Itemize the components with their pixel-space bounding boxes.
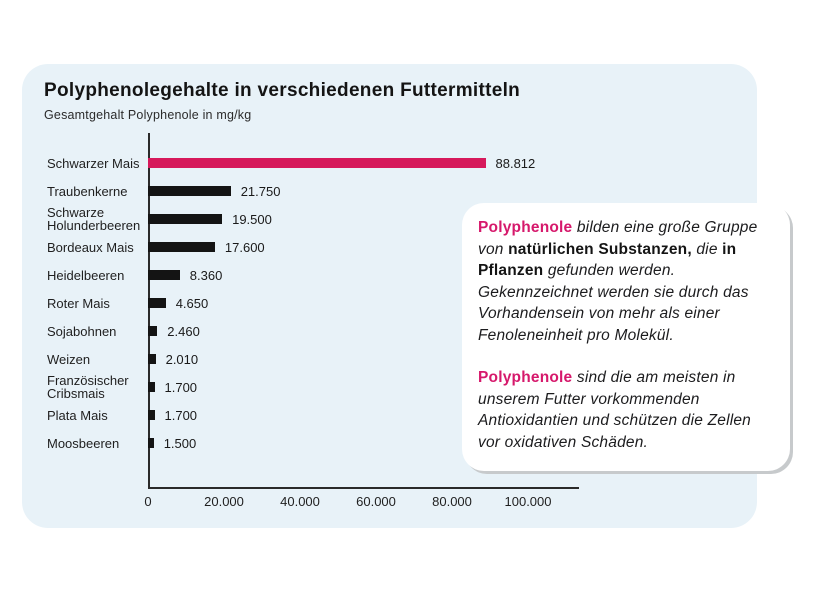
- text-segment-accent: Polyphenole: [478, 369, 573, 386]
- x-tick-label: 20.000: [204, 494, 244, 509]
- category-label: Sojabohnen: [47, 323, 117, 339]
- text-segment-italic: bilden eine große Gruppe von: [478, 219, 758, 258]
- bar-wrap: 88.812: [148, 149, 627, 177]
- value-label: 17.600: [224, 239, 265, 255]
- bar-wrap: 4.650: [148, 289, 627, 317]
- page-subtitle: Gesamtgehalt Polyphenole in mg/kg: [44, 108, 252, 122]
- x-tick-label: 0: [144, 494, 152, 509]
- value-label: 8.360: [189, 267, 223, 283]
- text-segment-italic: sind die am meisten in unserem Futter vo…: [478, 369, 751, 451]
- page-title: Polyphenolegehalte in verschiedenen Futt…: [44, 80, 521, 101]
- chart-row: Moosbeeren 1.500: [47, 429, 627, 457]
- chart-row: Schwarzer Mais 88.812: [47, 149, 627, 177]
- bar-wrap: 17.600: [148, 233, 627, 261]
- bar: [148, 270, 180, 280]
- text-segment-bold: natürlichen Substanzen,: [508, 240, 692, 258]
- bar-chart: Schwarzer Mais 88.812 Traubenkerne 21.750 Sc…: [47, 149, 627, 457]
- bar-wrap: 8.360: [148, 261, 627, 289]
- category-label: Moosbeeren: [47, 435, 120, 451]
- bar-wrap: 1.500: [148, 429, 627, 457]
- x-tick-label: 40.000: [280, 494, 320, 509]
- bar: [148, 186, 231, 196]
- chart-row: Roter Mais 4.650: [47, 289, 627, 317]
- bar: [148, 242, 215, 252]
- infobox-paragraph: Polyphenole bilden eine große Gruppe von…: [478, 217, 774, 346]
- bar: [148, 158, 486, 168]
- text-segment-italic: gefunden werden. Gekennzeichnet werden s…: [478, 262, 749, 344]
- x-axis-ticks: 0 20.000 40.000 60.000 80.000 100.000: [144, 494, 579, 510]
- bar: [148, 326, 158, 336]
- text-segment-bold: in Pflanzen: [478, 240, 737, 280]
- category-label: Heidelbeeren: [47, 267, 125, 283]
- bar: [148, 354, 156, 364]
- category-label: Traubenkerne: [47, 183, 128, 199]
- value-label: 2.010: [165, 351, 199, 367]
- value-label: 1.700: [164, 379, 198, 395]
- y-axis-line: [148, 133, 150, 488]
- value-label: 1.700: [164, 407, 198, 423]
- category-label: Weizen: [47, 351, 91, 367]
- x-axis-line: [148, 487, 579, 489]
- infobox-paragraph: Polyphenole sind die am meisten in unser…: [478, 367, 774, 453]
- bar-wrap: 1.700: [148, 373, 627, 401]
- chart-row: Traubenkerne 21.750: [47, 177, 627, 205]
- bar-wrap: 1.700: [148, 401, 627, 429]
- chart-row: Plata Mais 1.700: [47, 401, 627, 429]
- chart-row: Schwarze Holunderbeeren 19.500: [47, 205, 627, 233]
- x-tick-label: 80.000: [432, 494, 472, 509]
- chart-row: Französischer Cribsmais 1.700: [47, 373, 627, 401]
- category-label: Bordeaux Mais: [47, 239, 134, 255]
- value-label: 2.460: [167, 323, 200, 339]
- text-segment-accent: Polyphenole: [478, 219, 573, 236]
- chart-row: Sojabohnen 2.460: [47, 317, 627, 345]
- category-label: Französischer Cribsmais: [47, 373, 129, 401]
- x-tick-label: 60.000: [356, 494, 396, 509]
- value-label: 4.650: [175, 295, 209, 311]
- bar: [148, 298, 166, 308]
- chart-row: Bordeaux Mais 17.600: [47, 233, 627, 261]
- bar: [148, 214, 223, 224]
- value-label: 19.500: [232, 211, 272, 227]
- value-label: 1.500: [163, 435, 197, 451]
- text-segment-italic: die: [691, 240, 723, 258]
- x-tick-label: 100.000: [504, 494, 552, 509]
- bar: [148, 438, 154, 448]
- bar: [148, 382, 155, 392]
- polyphenol-infobox: Polyphenole bilden eine große Gruppe von…: [462, 203, 790, 471]
- chart-row: Heidelbeeren 8.360: [47, 261, 627, 289]
- category-label: Schwarze Holunderbeeren: [47, 205, 141, 233]
- bar-wrap: 19.500: [148, 205, 627, 233]
- bar: [148, 410, 155, 420]
- value-label: 88.812: [495, 155, 536, 171]
- category-label: Schwarzer Mais: [47, 155, 140, 171]
- category-label: Plata Mais: [47, 407, 108, 423]
- value-label: 21.750: [240, 183, 281, 199]
- bar-wrap: 21.750: [148, 177, 627, 205]
- bar-wrap: 2.010: [148, 345, 627, 373]
- chart-row: Weizen 2.010: [47, 345, 627, 373]
- bar-wrap: 2.460: [148, 317, 627, 345]
- category-label: Roter Mais: [47, 295, 110, 311]
